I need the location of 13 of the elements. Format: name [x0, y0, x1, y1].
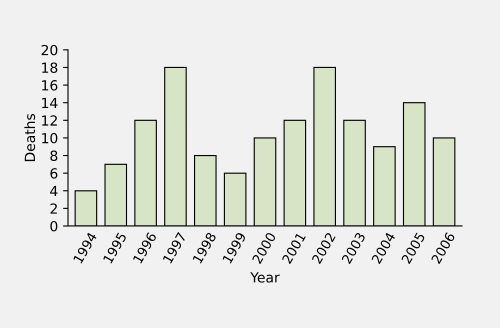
y-tick-label: 4 — [50, 186, 58, 196]
y-axis-title: Deaths — [24, 114, 36, 162]
y-tick-label: 16 — [42, 80, 58, 91]
y-tick-label: 20 — [42, 44, 58, 56]
y-tick-label: 2 — [50, 203, 57, 214]
y-tick-label: 12 — [42, 115, 57, 126]
y-tick-label: 14 — [42, 98, 58, 108]
y-tick-label: 10 — [42, 132, 58, 144]
y-tick-label: 18 — [42, 62, 58, 73]
y-tick-label: 8 — [50, 150, 58, 162]
y-tick-label: 0 — [50, 220, 58, 232]
y-tick-label: 6 — [50, 168, 58, 179]
x-axis-title: Year — [250, 272, 280, 283]
